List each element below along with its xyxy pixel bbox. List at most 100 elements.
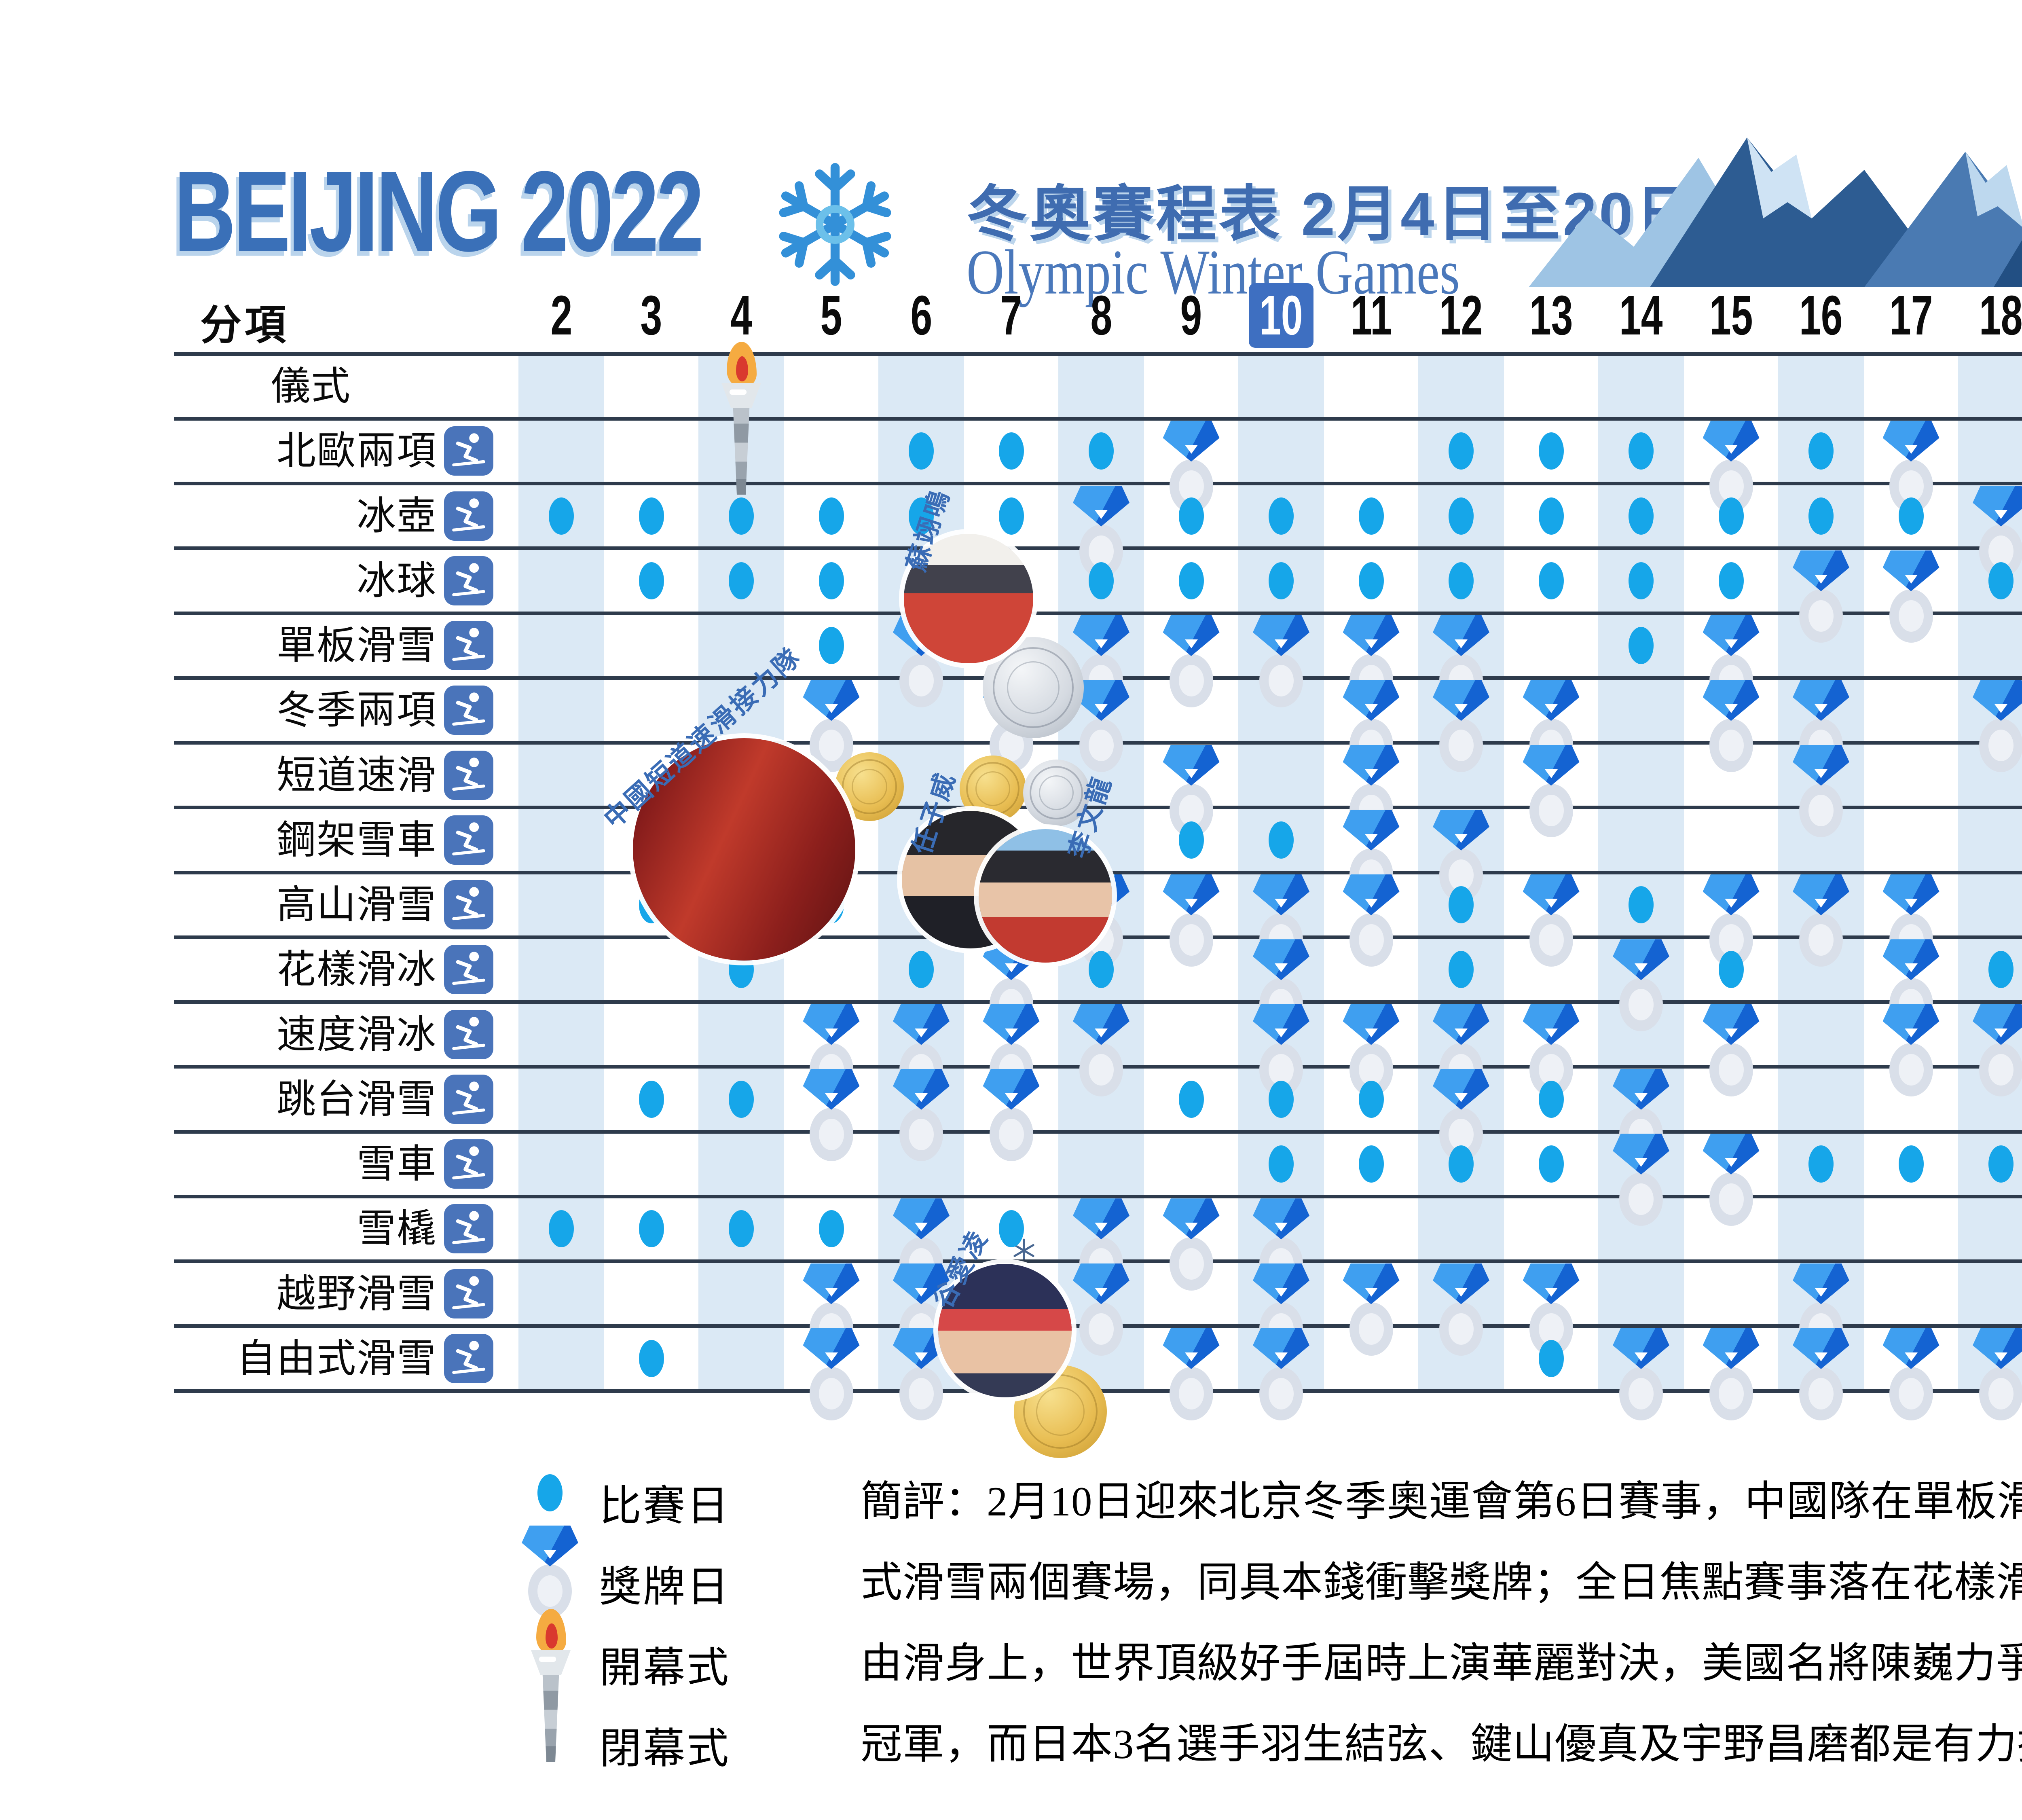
competition-day-dot bbox=[639, 1080, 664, 1118]
competition-day-dot bbox=[1449, 951, 1474, 988]
medal-day-icon bbox=[891, 1069, 952, 1165]
row-divider bbox=[174, 1130, 2022, 1134]
row-divider bbox=[174, 1194, 2022, 1198]
medal-day-icon bbox=[1971, 1004, 2022, 1100]
competition-day-dot bbox=[909, 951, 934, 988]
sport-label-row-0: 儀式 bbox=[271, 364, 351, 408]
competition-day-dot bbox=[1178, 497, 1204, 535]
competition-day-dot bbox=[1358, 497, 1384, 535]
competition-day-dot bbox=[1269, 1145, 1294, 1183]
day-header-4: 4 bbox=[730, 284, 752, 347]
watermark-snowflake-icon bbox=[1013, 1238, 1034, 1263]
competition-day-dot bbox=[1988, 1145, 2014, 1183]
sport-label-row-2: 冰壺 bbox=[357, 493, 437, 538]
competition-day-dot bbox=[1538, 562, 1564, 599]
medal-day-icon bbox=[1791, 1328, 1851, 1424]
competition-day-dot bbox=[1718, 562, 1744, 599]
competition-day-dot bbox=[1449, 1145, 1474, 1183]
medal-day-icon bbox=[1251, 1004, 1311, 1100]
medal-day-icon bbox=[1341, 1263, 1402, 1360]
competition-day-dot bbox=[1538, 1340, 1564, 1377]
medal-day-icon bbox=[1071, 485, 1132, 582]
competition-day-dot bbox=[639, 1340, 664, 1377]
competition-day-dot bbox=[819, 1210, 844, 1248]
athlete-photo-team bbox=[633, 738, 855, 961]
competition-day-dot bbox=[1089, 951, 1114, 988]
competition-day-dot bbox=[819, 497, 844, 535]
medal-day-icon bbox=[981, 1069, 1042, 1165]
day-header-15: 15 bbox=[1709, 284, 1753, 347]
competition-day-dot bbox=[1538, 1145, 1564, 1183]
day-header-10: 10 bbox=[1249, 283, 1313, 348]
legend-medal-day-icon bbox=[520, 1526, 580, 1622]
competition-day-dot bbox=[729, 562, 754, 599]
legend-competition-day-label: 比賽日 bbox=[599, 1483, 731, 1530]
medal-day-icon bbox=[1161, 1328, 1222, 1424]
sport-label-row-8: 高山滑雪 bbox=[277, 882, 437, 927]
competition-day-dot bbox=[1449, 886, 1474, 924]
sport-label-row-13: 雪橇 bbox=[357, 1206, 437, 1251]
competition-day-dot bbox=[1538, 497, 1564, 535]
medal-day-icon bbox=[1791, 874, 1851, 971]
competition-day-dot bbox=[1988, 951, 2014, 988]
competition-day-dot bbox=[1538, 1080, 1564, 1118]
sport-label-row-3: 冰球 bbox=[357, 558, 437, 603]
sport-pictogram-icon bbox=[444, 1333, 493, 1383]
day-header-17: 17 bbox=[1889, 284, 1933, 347]
medal-day-icon bbox=[801, 1328, 862, 1424]
medal-day-icon bbox=[1881, 421, 1942, 517]
snowflake-icon bbox=[779, 163, 891, 286]
competition-day-dot bbox=[1358, 562, 1384, 599]
sport-label-row-10: 速度滑冰 bbox=[277, 1012, 437, 1056]
day-header-9: 9 bbox=[1180, 284, 1202, 347]
competition-day-dot bbox=[819, 627, 844, 665]
competition-day-dot bbox=[1449, 432, 1474, 470]
category-column-header: 分項 bbox=[200, 302, 289, 348]
medal-day-icon bbox=[1431, 680, 1491, 776]
competition-day-dot bbox=[1358, 1080, 1384, 1118]
medal-day-icon bbox=[1611, 1328, 1671, 1424]
sport-pictogram-icon bbox=[444, 686, 493, 735]
legend-closing-ceremony-label: 閉幕式 bbox=[599, 1726, 731, 1772]
competition-day-dot bbox=[1898, 497, 1924, 535]
medal-day-icon bbox=[1431, 1263, 1491, 1360]
medal-day-icon bbox=[1971, 485, 2022, 582]
medal-day-icon bbox=[1701, 1134, 1762, 1230]
medal-day-icon bbox=[1611, 1134, 1671, 1230]
competition-day-dot bbox=[1178, 821, 1204, 859]
medal-day-icon bbox=[1791, 550, 1851, 647]
legend-medal-day-label: 獎牌日 bbox=[599, 1564, 731, 1610]
sport-label-row-15: 自由式滑雪 bbox=[237, 1336, 437, 1380]
sport-label-row-7: 鋼架雪車 bbox=[277, 817, 437, 862]
day-header-13: 13 bbox=[1529, 284, 1573, 347]
medal-day-icon bbox=[1521, 1004, 1582, 1100]
competition-day-dot bbox=[1358, 1145, 1384, 1183]
sport-pictogram-icon bbox=[444, 750, 493, 800]
medal-day-icon bbox=[1431, 1069, 1491, 1165]
row-divider bbox=[174, 482, 2022, 485]
sport-pictogram-icon bbox=[444, 880, 493, 930]
sport-label-row-6: 短道速滑 bbox=[277, 753, 437, 797]
medal-day-icon bbox=[1701, 680, 1762, 776]
medal-day-icon bbox=[1161, 615, 1222, 711]
sport-pictogram-icon bbox=[444, 1139, 493, 1189]
medal-day-icon bbox=[1071, 1263, 1132, 1360]
day-header-8: 8 bbox=[1090, 284, 1112, 347]
athlete-photo-li bbox=[979, 829, 1112, 963]
medal-day-icon bbox=[1701, 1328, 1762, 1424]
commentary-line: 由滑身上，世界頂級好手屆時上演華麗對決，美國名將陳巍力爭首膺冬奧 bbox=[861, 1640, 2022, 1687]
sport-label-row-14: 越野滑雪 bbox=[277, 1271, 437, 1316]
medal-day-icon bbox=[1521, 745, 1582, 841]
medal-day-icon bbox=[1971, 680, 2022, 776]
medal-day-icon bbox=[1881, 1004, 1942, 1100]
competition-day-dot bbox=[549, 1210, 574, 1248]
day-header-3: 3 bbox=[640, 284, 662, 347]
competition-day-dot bbox=[1089, 562, 1114, 599]
row-divider bbox=[174, 1000, 2022, 1004]
medal-day-icon bbox=[1161, 1198, 1222, 1295]
sport-pictogram-icon bbox=[444, 945, 493, 995]
sport-label-row-5: 冬季兩項 bbox=[277, 688, 437, 732]
competition-day-dot bbox=[1808, 432, 1834, 470]
competition-day-dot bbox=[1178, 562, 1204, 599]
